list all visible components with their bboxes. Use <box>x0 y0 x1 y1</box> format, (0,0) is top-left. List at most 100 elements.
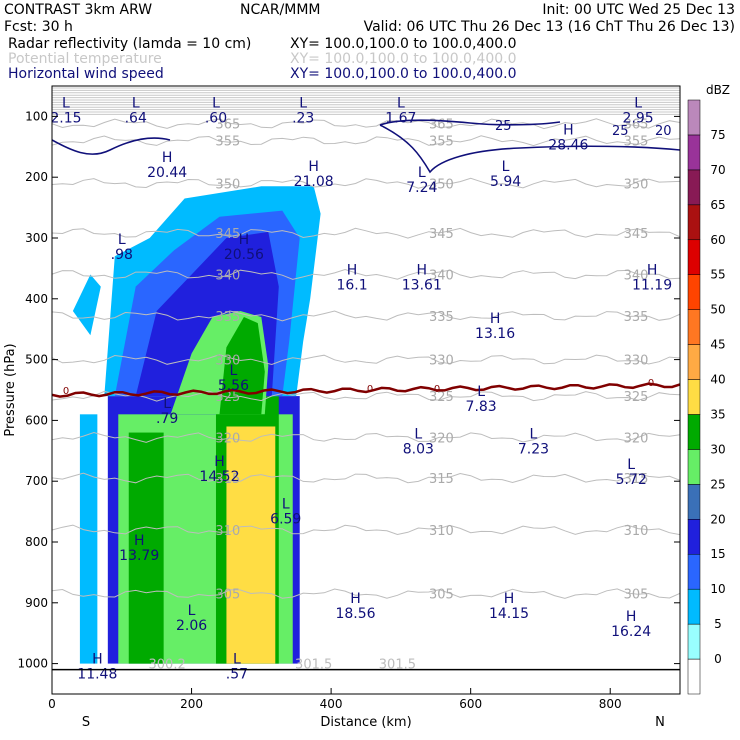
colorbar-swatch-11 <box>687 274 701 310</box>
x-axis-label: Distance (km) <box>320 715 411 730</box>
wind-label-1: 25 <box>612 124 629 139</box>
extremum-value-10: 5.94 <box>490 174 521 190</box>
theta-contour-310 <box>52 524 680 536</box>
freezing-line-path <box>52 382 680 398</box>
colorbar-level-25: 25 <box>710 477 725 491</box>
extremum-value-7: 20.44 <box>147 165 187 181</box>
theta-contour-320 <box>52 431 680 443</box>
extremum-type-17: L <box>230 363 238 379</box>
surface-theta-label-1: 301.5 <box>295 657 332 672</box>
extremum-value-0: 2.15 <box>50 110 81 126</box>
colorbar-swatch-4 <box>687 519 701 555</box>
plot-frame <box>51 85 681 695</box>
theta-label-365-2: 365 <box>624 118 649 133</box>
field-name-reflectivity: Radar reflectivity (lamda = 10 cm) <box>8 36 251 52</box>
extremum-type-0: L <box>62 95 70 111</box>
colorbar-level-40: 40 <box>710 373 725 387</box>
theta-contour-315 <box>52 472 680 484</box>
extremum-value-25: 13.79 <box>119 548 159 564</box>
extremum-type-2: L <box>212 95 220 111</box>
theta-label-320-0: 320 <box>215 431 240 446</box>
header: CONTRAST 3km ARW NCAR/MMM Init: 00 UTC W… <box>4 2 735 82</box>
theta-contour-350 <box>52 177 680 189</box>
theta-label-310-1: 310 <box>429 524 454 539</box>
colorbar-swatch-10 <box>687 309 701 345</box>
theta-label-325-1: 325 <box>429 390 454 405</box>
colorbar-swatch-13 <box>687 204 701 241</box>
y-tick-label-200: 200 <box>25 170 48 184</box>
colorbar-swatch-7 <box>687 414 701 450</box>
theta-label-315-2: 315 <box>624 472 649 487</box>
extremum-value-13: 16.1 <box>336 277 367 293</box>
theta-contour-305 <box>52 588 680 599</box>
extremum-type-8: H <box>308 159 319 175</box>
anvil-reflectivity <box>72 186 321 415</box>
extremum-value-3: .23 <box>292 110 314 126</box>
extremum-type-21: L <box>530 427 538 443</box>
theta-label-335-1: 335 <box>429 310 454 325</box>
x-end-label-right: N <box>655 715 665 730</box>
extremum-type-6: H <box>563 123 574 139</box>
extremum-value-31: .57 <box>226 667 248 683</box>
extremum-type-9: L <box>418 165 426 181</box>
reflectivity-column-3 <box>128 432 164 664</box>
theta-label-355-1: 355 <box>429 135 454 150</box>
colorbar-level-10: 10 <box>710 582 725 596</box>
extremum-type-29: H <box>626 609 637 625</box>
extremum-type-12: H <box>239 232 250 248</box>
extremum-type-27: H <box>350 591 361 607</box>
field-xy-theta: XY= 100.0,100.0 to 100.0,400.0 <box>290 51 517 67</box>
x-tick-label-800: 800 <box>599 697 622 711</box>
colorbar-level-75: 75 <box>710 128 725 142</box>
freezing-label-3: 0 <box>648 378 654 389</box>
surface-theta-label-0: 300.2 <box>149 657 186 672</box>
colorbar-level-5: 5 <box>714 617 722 631</box>
reflectivity-column-0 <box>79 414 98 664</box>
theta-label-330-0: 330 <box>215 354 240 369</box>
theta-contour-365 <box>52 118 680 130</box>
colorbar-swatch-15 <box>687 134 701 171</box>
extremum-value-24: 6.59 <box>270 512 301 528</box>
theta-contour-355 <box>52 135 680 147</box>
theta-label-340-2: 340 <box>624 268 649 283</box>
x-tick-label-600: 600 <box>459 697 482 711</box>
extremum-value-17: 5.56 <box>218 378 249 394</box>
reflectivity-field <box>79 396 300 664</box>
theta-contour-345 <box>52 227 680 239</box>
colorbar-swatch-2 <box>687 588 701 625</box>
theta-contour-340 <box>52 268 680 280</box>
theta-label-315-0: 315 <box>215 472 240 487</box>
freezing-line: 0 0 0 0 <box>52 378 680 398</box>
colorbar-level-0: 0 <box>714 652 722 666</box>
wind-label-2: 20 <box>655 124 672 139</box>
theta-label-330-2: 330 <box>624 354 649 369</box>
forecast-hour: Fcst: 30 h <box>4 19 73 35</box>
theta-contour-330 <box>52 354 680 366</box>
y-axis-label: Pressure (hPa) <box>3 343 18 436</box>
colorbar-level-55: 55 <box>710 268 725 282</box>
y-tick-label-800: 800 <box>25 535 48 549</box>
theta-label-305-2: 305 <box>624 588 649 603</box>
field-name-theta: Potential temperature <box>8 51 162 67</box>
theta-contour-335 <box>52 310 680 322</box>
theta-label-350-1: 350 <box>429 177 454 192</box>
theta-label-325-2: 325 <box>624 390 649 405</box>
y-tick-label-400: 400 <box>25 292 48 306</box>
extremum-value-19: .79 <box>156 411 178 427</box>
colorbar-swatch-16 <box>687 99 701 136</box>
extremum-value-18: 7.83 <box>466 399 497 415</box>
theta-label-305-1: 305 <box>429 588 454 603</box>
model-title: CONTRAST 3km ARW <box>4 2 152 18</box>
colorbar-level-30: 30 <box>710 442 725 456</box>
theta-label-345-2: 345 <box>624 227 649 242</box>
extremum-type-7: H <box>162 150 173 166</box>
extremum-type-31: L <box>233 652 241 668</box>
extremum-type-24: L <box>282 497 290 513</box>
x-tick-label-0: 0 <box>48 697 56 711</box>
field-name-wind: Horizontal wind speed <box>8 66 164 82</box>
extremum-value-8: 21.08 <box>294 174 334 190</box>
theta-label-325-0: 325 <box>215 390 240 405</box>
surface-theta-label-2: 301.5 <box>379 657 416 672</box>
